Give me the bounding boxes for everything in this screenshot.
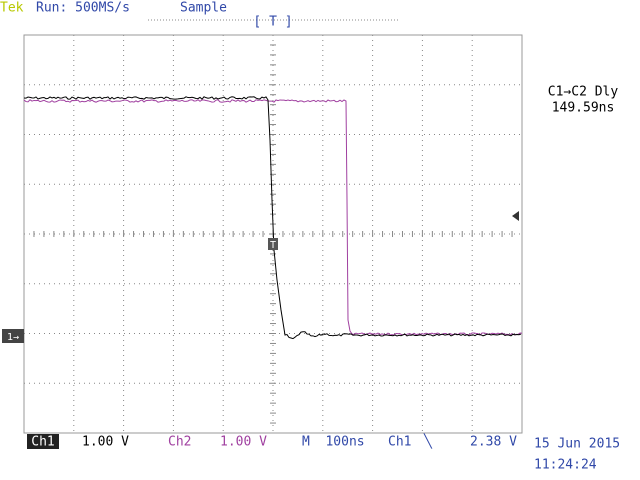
- ch2-waveform: [23, 99, 523, 336]
- graticule-border: [23, 34, 523, 434]
- trigger-point-box: [268, 238, 278, 250]
- trigger-level: 2.38 V: [470, 435, 517, 450]
- brand: Tek: [0, 1, 24, 16]
- ch1-waveform: [23, 96, 522, 340]
- ch2-scale: 1.00 V: [220, 435, 267, 450]
- date: 15 Jun 2015: [534, 437, 620, 452]
- measurement-value: 149.59ns: [552, 101, 615, 116]
- acq-mode: Sample: [180, 1, 227, 16]
- ch1-label-box: [27, 434, 59, 449]
- measurement-label: C1→C2 Dly: [548, 85, 619, 100]
- trigger-position: [ T ]: [253, 15, 292, 30]
- ch1-marker-box: [2, 329, 24, 343]
- run-status: Run: 500MS/s: [36, 1, 130, 16]
- trigger-slope: ╲: [423, 433, 433, 450]
- ch1-scale: 1.00 V: [82, 435, 129, 450]
- trigger-level-arrow: [512, 211, 519, 221]
- timebase: M 100ns: [302, 435, 365, 450]
- trigger-source: Ch1: [388, 435, 411, 450]
- time: 11:24:24: [534, 458, 597, 473]
- trigger-point: T: [270, 240, 276, 251]
- ch2-label: Ch2: [168, 435, 191, 450]
- ch1-marker: 1→: [7, 332, 19, 343]
- ch1-label: Ch1: [31, 435, 54, 450]
